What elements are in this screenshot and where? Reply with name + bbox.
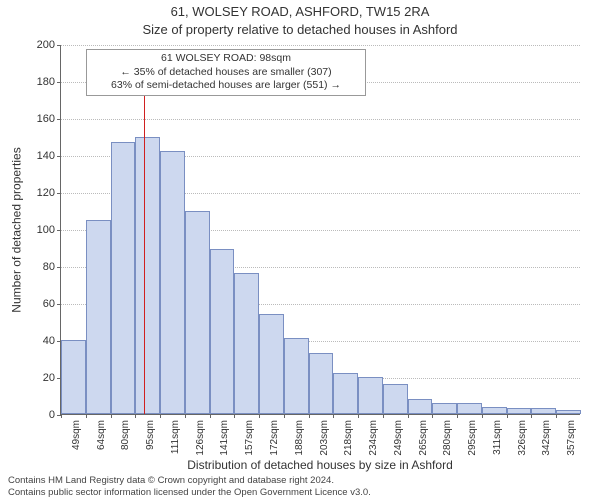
annotation-line: 63% of semi-detached houses are larger (… (93, 79, 359, 93)
ytick-mark (57, 193, 61, 194)
ytick-label: 160 (37, 113, 55, 125)
histogram-bar (408, 399, 433, 414)
xtick-mark (135, 414, 136, 418)
attribution-line1: Contains HM Land Registry data © Crown c… (8, 475, 371, 486)
xtick-mark (482, 414, 483, 418)
ytick-mark (57, 156, 61, 157)
ytick-mark (57, 267, 61, 268)
xtick-mark (284, 414, 285, 418)
histogram-bar (135, 137, 160, 415)
ytick-label: 20 (43, 372, 55, 384)
xtick-label: 49sqm (71, 420, 82, 450)
xtick-label: 172sqm (269, 420, 280, 456)
xtick-label: 157sqm (244, 420, 255, 456)
xtick-label: 111sqm (170, 420, 181, 454)
histogram-bar (61, 340, 86, 414)
xtick-label: 249sqm (393, 420, 404, 456)
histogram-bar (160, 151, 185, 414)
xtick-label: 203sqm (319, 420, 330, 456)
histogram-bar (86, 220, 111, 414)
histogram-bar (309, 353, 334, 414)
histogram-bar (358, 377, 383, 414)
xtick-mark (408, 414, 409, 418)
histogram-bar (507, 408, 532, 414)
xtick-label: 357sqm (566, 420, 577, 456)
xtick-label: 295sqm (467, 420, 478, 456)
annotation-box: 61 WOLSEY ROAD: 98sqm← 35% of detached h… (86, 49, 366, 96)
ytick-mark (57, 119, 61, 120)
histogram-bar (457, 403, 482, 414)
ytick-label: 60 (43, 298, 55, 310)
gridline (61, 119, 580, 120)
xtick-mark (185, 414, 186, 418)
xtick-mark (556, 414, 557, 418)
xtick-label: 80sqm (120, 420, 131, 450)
xtick-mark (210, 414, 211, 418)
ytick-label: 120 (37, 187, 55, 199)
title-line1: 61, WOLSEY ROAD, ASHFORD, TW15 2RA (0, 4, 600, 19)
y-axis-label-wrap: Number of detached properties (10, 45, 24, 415)
xtick-label: 64sqm (96, 420, 107, 450)
title-line2: Size of property relative to detached ho… (0, 22, 600, 37)
xtick-mark (234, 414, 235, 418)
xtick-mark (61, 414, 62, 418)
xtick-label: 95sqm (145, 420, 156, 450)
histogram-bar (482, 407, 507, 414)
xtick-label: 188sqm (294, 420, 305, 456)
ytick-label: 80 (43, 261, 55, 273)
histogram-bar (531, 408, 556, 414)
xtick-mark (259, 414, 260, 418)
xtick-label: 311sqm (492, 420, 503, 455)
xtick-label: 326sqm (517, 420, 528, 456)
xtick-mark (457, 414, 458, 418)
histogram-bar (383, 384, 408, 414)
histogram-bar (432, 403, 457, 414)
xtick-mark (333, 414, 334, 418)
histogram-bar (234, 273, 259, 414)
ytick-label: 180 (37, 76, 55, 88)
xtick-mark (531, 414, 532, 418)
histogram-bar (185, 211, 210, 415)
ytick-label: 140 (37, 150, 55, 162)
xtick-mark (358, 414, 359, 418)
histogram-bar (556, 410, 581, 414)
ytick-label: 200 (37, 39, 55, 51)
xtick-label: 234sqm (368, 420, 379, 456)
annotation-line: 61 WOLSEY ROAD: 98sqm (93, 52, 359, 66)
xtick-mark (160, 414, 161, 418)
attribution-line2: Contains public sector information licen… (8, 487, 371, 498)
marker-line (144, 72, 145, 414)
xtick-label: 218sqm (343, 420, 354, 456)
plot-area: 02040608010012014016018020049sqm64sqm80s… (60, 45, 580, 415)
xtick-label: 342sqm (541, 420, 552, 456)
xtick-mark (309, 414, 310, 418)
y-axis-label: Number of detached properties (10, 147, 24, 312)
histogram-bar (210, 249, 235, 414)
x-axis-label: Distribution of detached houses by size … (60, 458, 580, 472)
ytick-mark (57, 304, 61, 305)
xtick-mark (111, 414, 112, 418)
chart-container: 61, WOLSEY ROAD, ASHFORD, TW15 2RA Size … (0, 0, 600, 500)
histogram-bar (111, 142, 136, 414)
ytick-mark (57, 45, 61, 46)
attribution: Contains HM Land Registry data © Crown c… (8, 475, 371, 498)
ytick-mark (57, 230, 61, 231)
xtick-label: 280sqm (442, 420, 453, 456)
ytick-label: 40 (43, 335, 55, 347)
ytick-mark (57, 82, 61, 83)
annotation-line: ← 35% of detached houses are smaller (30… (93, 66, 359, 80)
histogram-bar (284, 338, 309, 414)
xtick-label: 141sqm (219, 420, 230, 456)
xtick-mark (86, 414, 87, 418)
histogram-bar (259, 314, 284, 414)
ytick-label: 100 (37, 224, 55, 236)
gridline (61, 45, 580, 46)
xtick-mark (383, 414, 384, 418)
ytick-label: 0 (49, 409, 55, 421)
xtick-label: 126sqm (195, 420, 206, 456)
xtick-mark (432, 414, 433, 418)
xtick-label: 265sqm (418, 420, 429, 456)
histogram-bar (333, 373, 358, 414)
xtick-mark (507, 414, 508, 418)
